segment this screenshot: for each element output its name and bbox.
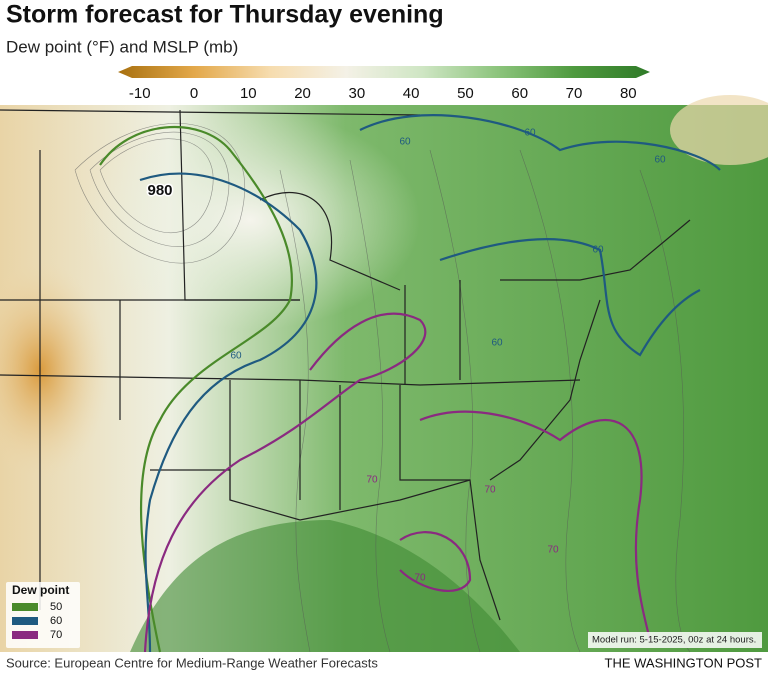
colorbar: -10 0 10 20 30 40 50 60 70 80 bbox=[118, 66, 650, 102]
gulf bbox=[130, 520, 520, 652]
source: Source: European Centre for Medium-Range… bbox=[6, 655, 378, 670]
colorbar-tick-label: 30 bbox=[349, 85, 366, 102]
contour-label: 60 bbox=[230, 351, 242, 362]
pale-area bbox=[670, 95, 768, 165]
legend-label: 70 bbox=[50, 629, 62, 641]
borders bbox=[0, 109, 691, 621]
pressure-label: 980 bbox=[147, 182, 172, 199]
contour-label: 70 bbox=[414, 573, 426, 584]
contour-label: 60 bbox=[491, 338, 503, 349]
contour-label: 60 bbox=[524, 128, 536, 139]
colorbar-tick-label: -10 bbox=[129, 85, 151, 102]
map-labels: 980 60 60 60 60 60 60 70 70 70 70 bbox=[146, 128, 666, 584]
contour-label: 60 bbox=[592, 245, 604, 256]
legend-swatch bbox=[12, 617, 38, 625]
legend: Dew point 50 60 70 bbox=[6, 582, 80, 648]
colorbar-tick-label: 10 bbox=[240, 85, 257, 102]
legend-swatch bbox=[12, 631, 38, 639]
contour-label: 60 bbox=[654, 155, 666, 166]
contour-label: 70 bbox=[484, 485, 496, 496]
pale-area bbox=[80, 110, 420, 330]
colorbar-ramp bbox=[118, 66, 650, 78]
map: 980 60 60 60 60 60 60 70 70 70 70 bbox=[0, 95, 768, 653]
colorbar-tick-label: 50 bbox=[457, 85, 474, 102]
colorbar-tick-label: 0 bbox=[190, 85, 198, 102]
legend-swatch bbox=[12, 603, 38, 611]
contours bbox=[99, 114, 721, 653]
legend-label: 60 bbox=[50, 615, 62, 627]
colorbar-tick-label: 80 bbox=[620, 85, 637, 102]
colorbar-tick-label: 20 bbox=[294, 85, 311, 102]
note-box bbox=[588, 632, 762, 648]
credit: THE WASHINGTON POST bbox=[605, 655, 763, 670]
colorbar-tick-label: 60 bbox=[511, 85, 528, 102]
model-note: Model run: 5-15-2025, 00z at 24 hours. bbox=[592, 635, 756, 646]
contour-label: 70 bbox=[547, 545, 559, 556]
contour-label: 60 bbox=[399, 137, 411, 148]
subtitle: Dew point (°F) and MSLP (mb) bbox=[6, 37, 238, 56]
colorbar-tick-label: 70 bbox=[566, 85, 583, 102]
dry-area bbox=[0, 260, 110, 480]
title: Storm forecast for Thursday evening bbox=[6, 1, 444, 29]
legend-label: 50 bbox=[50, 601, 62, 613]
contour-label: 70 bbox=[366, 475, 378, 486]
colorbar-tick-label: 40 bbox=[403, 85, 420, 102]
legend-title: Dew point bbox=[12, 583, 69, 597]
